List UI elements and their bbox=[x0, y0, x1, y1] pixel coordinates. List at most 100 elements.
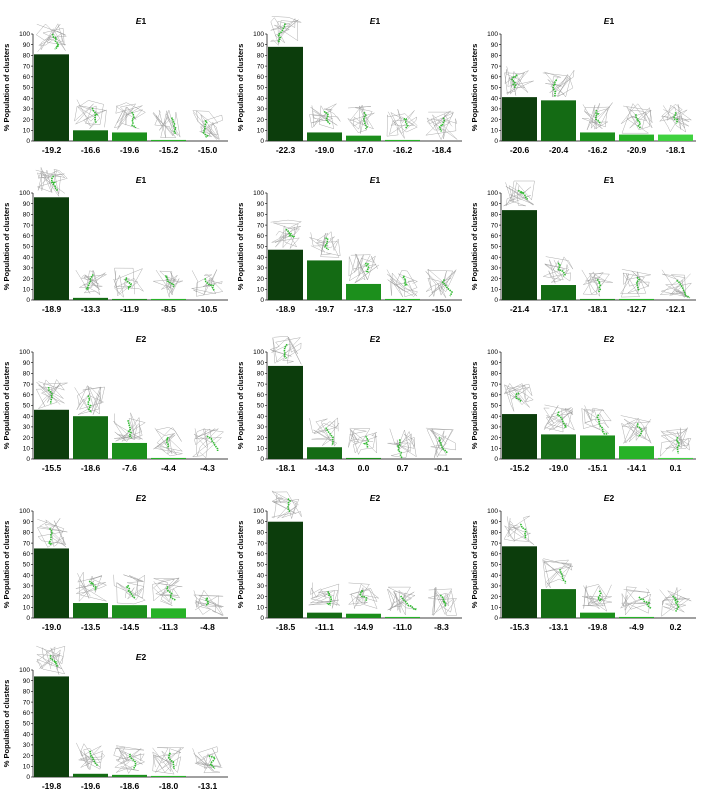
y-tick-label: 70 bbox=[23, 540, 31, 547]
y-tick-label: 70 bbox=[257, 381, 265, 388]
y-tick-label: 0 bbox=[26, 297, 30, 304]
x-category-label: -15.3 bbox=[510, 622, 530, 632]
y-tick-label: 20 bbox=[23, 753, 31, 760]
bar bbox=[580, 435, 615, 459]
x-category-label: -15.2 bbox=[510, 463, 530, 473]
x-category-label: -11.1 bbox=[315, 622, 334, 632]
y-tick-label: 20 bbox=[257, 117, 265, 124]
y-tick-label: 90 bbox=[23, 360, 31, 367]
cluster-pose-thumbnail bbox=[503, 382, 534, 412]
y-tick-label: 90 bbox=[23, 678, 31, 685]
bar bbox=[541, 100, 576, 141]
y-tick-label: 90 bbox=[23, 519, 31, 526]
y-tick-label: 0 bbox=[26, 138, 30, 145]
x-category-label: -11.0 bbox=[393, 622, 412, 632]
y-tick-label: 60 bbox=[23, 392, 31, 399]
y-axis-label: % Population of clusters bbox=[236, 44, 245, 132]
cluster-pose-thumbnail bbox=[74, 384, 106, 415]
bar bbox=[151, 775, 186, 777]
bar bbox=[541, 589, 576, 618]
y-tick-label: 10 bbox=[257, 446, 265, 453]
y-tick-label: 60 bbox=[491, 233, 499, 240]
cluster-pose-thumbnail bbox=[581, 269, 613, 297]
cluster-pose-thumbnail bbox=[35, 167, 68, 197]
y-tick-label: 50 bbox=[257, 403, 265, 410]
x-category-label: -18.9 bbox=[276, 304, 296, 314]
cluster-pose-thumbnail bbox=[425, 110, 458, 141]
x-category-label: -21.4 bbox=[510, 304, 530, 314]
cluster-pose-thumbnail bbox=[152, 747, 185, 775]
x-category-label: 0.2 bbox=[670, 622, 682, 632]
y-tick-label: 100 bbox=[19, 508, 30, 515]
y-axis-label: % Population of clusters bbox=[2, 521, 11, 609]
y-tick-label: 70 bbox=[491, 222, 499, 229]
x-category-label: -17.0 bbox=[354, 145, 374, 155]
bar bbox=[580, 298, 615, 300]
y-tick-label: 60 bbox=[23, 74, 31, 81]
y-tick-label: 90 bbox=[23, 42, 31, 49]
cluster-pose-thumbnail bbox=[36, 518, 68, 548]
chart-grid: E1 % Population of clusters 0 10 20 30 40 50 60 7… bbox=[2, 16, 696, 791]
cluster-pose-thumbnail bbox=[75, 269, 107, 296]
cluster-pose-thumbnail bbox=[269, 335, 302, 365]
cluster-pose-thumbnail bbox=[386, 269, 419, 298]
y-tick-label: 40 bbox=[23, 95, 31, 102]
cluster-pose-thumbnail bbox=[74, 99, 107, 129]
cluster-pose-thumbnail bbox=[309, 231, 341, 258]
y-tick-label: 20 bbox=[23, 117, 31, 124]
y-tick-label: 60 bbox=[257, 233, 265, 240]
bar bbox=[151, 298, 186, 300]
cluster-pose-thumbnail bbox=[581, 405, 612, 435]
y-tick-label: 90 bbox=[23, 201, 31, 208]
x-category-label: -15.0 bbox=[198, 145, 218, 155]
chart-panel-7: E2 % Population of clusters 0 10 20 30 40 50 60 7… bbox=[2, 334, 228, 473]
x-category-label: -14.3 bbox=[315, 463, 335, 473]
y-tick-label: 50 bbox=[23, 562, 31, 569]
y-tick-label: 40 bbox=[491, 413, 499, 420]
y-tick-label: 20 bbox=[491, 276, 499, 283]
y-tick-label: 80 bbox=[257, 530, 265, 537]
y-tick-label: 40 bbox=[491, 95, 499, 102]
y-tick-label: 40 bbox=[23, 572, 31, 579]
y-tick-label: 0 bbox=[26, 456, 30, 463]
cluster-pose-thumbnail bbox=[270, 219, 303, 249]
x-category-label: -18.1 bbox=[588, 304, 608, 314]
bar bbox=[502, 414, 537, 459]
cluster-pose-thumbnail bbox=[582, 102, 613, 131]
x-category-label: -14.5 bbox=[120, 622, 140, 632]
y-tick-label: 70 bbox=[491, 540, 499, 547]
y-tick-label: 90 bbox=[257, 42, 265, 49]
bar bbox=[658, 134, 693, 141]
bar bbox=[307, 447, 342, 459]
y-tick-label: 40 bbox=[23, 731, 31, 738]
y-tick-label: 100 bbox=[253, 31, 264, 38]
x-category-label: -4.9 bbox=[629, 622, 644, 632]
chart-panel-2: E1 % Population of clusters 0 10 20 30 40 50 60 7… bbox=[236, 16, 462, 155]
y-tick-label: 40 bbox=[23, 413, 31, 420]
y-axis-label: % Population of clusters bbox=[470, 203, 479, 291]
cluster-pose-thumbnail bbox=[503, 180, 535, 207]
chart-panel-9: E2 % Population of clusters 0 10 20 30 40 50 60 7… bbox=[470, 334, 696, 473]
y-axis-label: % Population of clusters bbox=[236, 362, 245, 450]
y-tick-label: 60 bbox=[23, 551, 31, 558]
y-tick-label: 20 bbox=[23, 276, 31, 283]
y-tick-label: 30 bbox=[257, 106, 265, 113]
y-tick-label: 70 bbox=[257, 222, 265, 229]
bar bbox=[346, 283, 381, 300]
bar bbox=[385, 298, 420, 300]
bar bbox=[619, 446, 654, 459]
cluster-pose-thumbnail bbox=[309, 103, 341, 130]
bar bbox=[619, 616, 654, 618]
cluster-pose-thumbnail bbox=[425, 427, 457, 458]
cluster-pose-thumbnail bbox=[191, 269, 224, 297]
y-tick-label: 70 bbox=[23, 699, 31, 706]
y-tick-label: 90 bbox=[491, 360, 499, 367]
cluster-pose-thumbnail bbox=[348, 253, 379, 284]
y-tick-label: 80 bbox=[257, 212, 265, 219]
bar bbox=[34, 54, 69, 141]
x-category-label: -18.5 bbox=[276, 622, 296, 632]
chart-title: E1 bbox=[136, 175, 147, 185]
bar bbox=[541, 285, 576, 300]
x-category-label: 0.1 bbox=[670, 463, 682, 473]
cluster-pose-thumbnail bbox=[270, 490, 302, 520]
